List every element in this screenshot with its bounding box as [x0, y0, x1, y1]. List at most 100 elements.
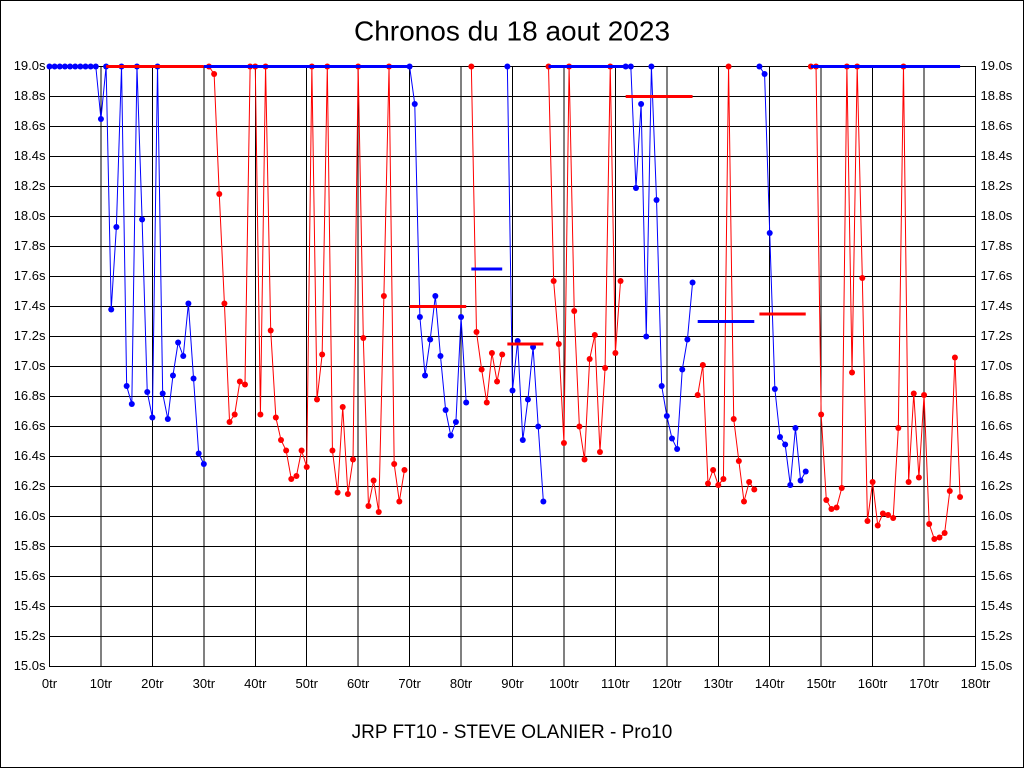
lap-point: [344, 491, 351, 497]
lap-point: [540, 498, 547, 505]
lap-point: [756, 63, 763, 70]
y-tick-label: 18.4s: [14, 148, 46, 163]
lap-point: [797, 477, 804, 484]
lap-point: [257, 411, 264, 418]
lap-point: [231, 411, 238, 418]
lap-point: [951, 354, 958, 361]
y-tick-label: 18.0s: [14, 208, 46, 223]
lap-point: [725, 63, 732, 70]
lap-point: [488, 350, 495, 356]
x-tick-label: 100tr: [549, 676, 579, 691]
lap-point: [334, 489, 341, 496]
lap-point: [730, 416, 737, 422]
lap-point: [777, 434, 784, 440]
lap-point: [710, 467, 717, 473]
series-line: [409, 66, 467, 438]
lap-point: [185, 300, 192, 307]
lap-point: [139, 216, 146, 223]
x-tick-label: 70tr: [398, 676, 421, 691]
lap-point: [483, 399, 490, 406]
y-tick-label-right: 15.8s: [981, 538, 1013, 553]
lap-point: [782, 441, 789, 448]
lap-point: [591, 332, 598, 338]
lap-point: [766, 230, 773, 236]
y-tick-label-right: 16.4s: [981, 448, 1013, 463]
lap-point: [411, 101, 418, 107]
lap-point: [823, 497, 830, 503]
lap-point: [658, 383, 665, 389]
y-tick-label-right: 17.2s: [981, 328, 1013, 343]
lap-point: [200, 461, 207, 467]
lap-point: [144, 389, 151, 395]
lap-point: [432, 293, 439, 299]
lap-point: [51, 63, 58, 70]
lap-point: [427, 336, 434, 343]
y-tick-label: 16.2s: [14, 478, 46, 493]
lap-point: [82, 63, 89, 70]
lap-point: [303, 464, 310, 470]
lap-point: [560, 440, 567, 446]
lap-point: [632, 185, 639, 191]
y-tick-label: 16.0s: [14, 508, 46, 523]
lap-point: [926, 521, 933, 527]
lap-point: [792, 425, 799, 431]
lap-point: [905, 479, 912, 485]
lap-point: [761, 71, 768, 77]
lap-point: [910, 390, 917, 397]
lap-point: [679, 366, 686, 373]
lap-point: [123, 383, 130, 389]
lap-point: [741, 498, 747, 505]
lap-point: [833, 504, 840, 511]
lap-point: [684, 336, 691, 343]
y-tick-label-right: 18.4s: [981, 148, 1013, 163]
series-line: [759, 66, 807, 486]
lap-point: [936, 534, 943, 541]
y-tick-label: 17.6s: [14, 268, 46, 283]
lap-point: [627, 63, 634, 70]
lap-point: [689, 279, 696, 286]
y-tick-label: 15.6s: [14, 568, 46, 583]
lap-point: [504, 63, 511, 70]
series-line: [506, 66, 544, 502]
y-tick-label-right: 18.0s: [981, 208, 1013, 223]
lap-point: [550, 278, 557, 284]
lap-point: [946, 488, 953, 494]
lap-point: [226, 419, 233, 425]
lap-point: [452, 419, 459, 425]
lap-point: [576, 423, 583, 430]
lap-point: [365, 503, 372, 509]
y-tick-label-right: 15.0s: [981, 658, 1013, 673]
lap-point: [195, 450, 202, 457]
lap-point: [818, 411, 825, 418]
lap-point: [339, 404, 346, 410]
x-tick-label: 120tr: [652, 676, 682, 691]
y-tick-label: 16.6s: [14, 418, 46, 433]
lap-point: [890, 515, 897, 521]
y-tick-label-right: 18.2s: [981, 178, 1013, 193]
lap-point: [494, 378, 501, 385]
lap-point: [267, 327, 274, 334]
lap-point: [941, 530, 948, 536]
lap-point: [380, 293, 387, 299]
lap-point: [499, 351, 506, 358]
lap-point: [874, 522, 881, 529]
x-tick-label: 90tr: [501, 676, 524, 691]
lap-point: [72, 63, 79, 70]
x-tick-label: 180tr: [961, 676, 991, 691]
y-tick-label-right: 17.6s: [981, 268, 1013, 283]
x-tick-label: 110tr: [601, 676, 630, 691]
lap-point: [113, 224, 120, 230]
y-tick-label: 16.8s: [14, 388, 46, 403]
y-tick-label: 18.2s: [14, 178, 46, 193]
lap-point: [921, 392, 928, 398]
y-tick-label-right: 16.6s: [981, 418, 1013, 433]
lap-point: [519, 437, 526, 443]
lap-point: [643, 333, 650, 340]
x-tick-label: 160tr: [858, 676, 888, 691]
lap-point: [437, 353, 444, 359]
lap-point: [663, 413, 670, 419]
y-tick-label: 16.4s: [14, 448, 46, 463]
lap-point: [360, 335, 367, 341]
lap-point: [164, 416, 171, 422]
y-tick-label: 17.2s: [14, 328, 46, 343]
